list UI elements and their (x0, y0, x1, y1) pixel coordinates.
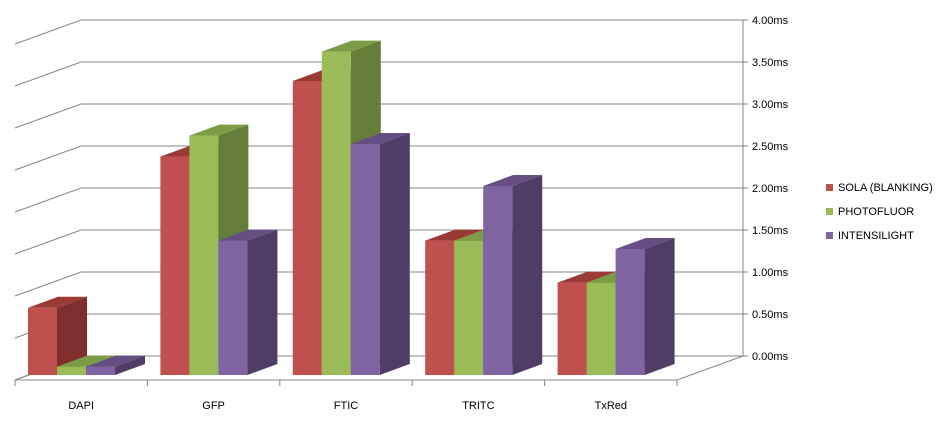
bar (218, 229, 278, 375)
bar-top (615, 238, 675, 249)
bar (28, 296, 87, 375)
y-axis-tick-label: 3.50ms (752, 57, 789, 69)
bar-top (218, 229, 278, 241)
bar-front (292, 81, 322, 375)
legend-swatch (826, 184, 833, 191)
bar-side (512, 175, 543, 375)
bar-front (350, 144, 380, 375)
gridline (14, 61, 743, 87)
bar-top (28, 296, 87, 308)
bar-top (189, 124, 249, 136)
bar-top (350, 133, 410, 144)
bar-front (615, 249, 645, 375)
bar-side (379, 133, 410, 375)
bar-top (321, 40, 381, 52)
bar (483, 175, 543, 375)
y-axis-tick-label: 1.50ms (752, 225, 789, 237)
y-axis-tick-label: 1.00ms (752, 267, 789, 279)
legend: SOLA (BLANKING) PHOTOFLUOR INTENSILIGHT (826, 182, 933, 242)
legend-label: INTENSILIGHT (838, 230, 914, 242)
bar-front (218, 240, 248, 375)
bar-front (28, 307, 57, 375)
x-axis-category-labels: DAPI GFP FTIC TRITC TxRed (68, 400, 627, 412)
bar-top (86, 355, 145, 367)
gridline (14, 145, 743, 171)
x-axis-category-label: FTIC (334, 400, 358, 412)
bar-front (86, 366, 115, 375)
bar-front (586, 282, 616, 375)
bar-side (115, 355, 145, 375)
y-axis-tick-label: 4.00ms (752, 15, 789, 27)
legend-label: PHOTOFLUOR (838, 206, 914, 218)
y-axis-tick-label: 2.00ms (752, 183, 789, 195)
bar-top (425, 229, 485, 241)
legend-label: SOLA (BLANKING) (838, 182, 933, 194)
bar-side (247, 229, 278, 375)
y-axis-tick-label: 3.00ms (752, 99, 789, 111)
legend-swatch (826, 232, 833, 239)
bar-side (57, 296, 87, 375)
bar (86, 355, 145, 375)
y-axis-tick-label: 0.50ms (752, 309, 789, 321)
bar-front (425, 240, 455, 375)
bar-top (57, 355, 116, 367)
bar-front (557, 282, 587, 375)
x-axis-category-label: TxRed (595, 400, 627, 412)
bar-side (644, 238, 675, 375)
gridline (14, 19, 743, 45)
x-axis-category-label: DAPI (68, 400, 94, 412)
bar-front (160, 156, 190, 375)
bar-front (57, 366, 86, 375)
y-axis-tick-labels: 0.00ms 0.50ms 1.00ms 1.50ms 2.00ms 2.50ms 3.00… (752, 15, 789, 363)
y-axis-tick-label: 2.50ms (752, 141, 789, 153)
bar-front (189, 135, 219, 375)
bar-front (321, 51, 351, 375)
bar-top (557, 271, 617, 283)
bar-front (454, 240, 484, 375)
bar (350, 133, 410, 375)
x-axis-category-label: TRITC (462, 400, 494, 412)
bars (28, 40, 675, 375)
bar-top (483, 175, 543, 186)
legend-swatch (826, 208, 833, 215)
y-axis-tick-label: 0.00ms (752, 351, 789, 363)
x-axis-category-label: GFP (202, 400, 225, 412)
gridline (14, 103, 743, 129)
bar-front (483, 186, 513, 375)
bar (615, 238, 675, 375)
